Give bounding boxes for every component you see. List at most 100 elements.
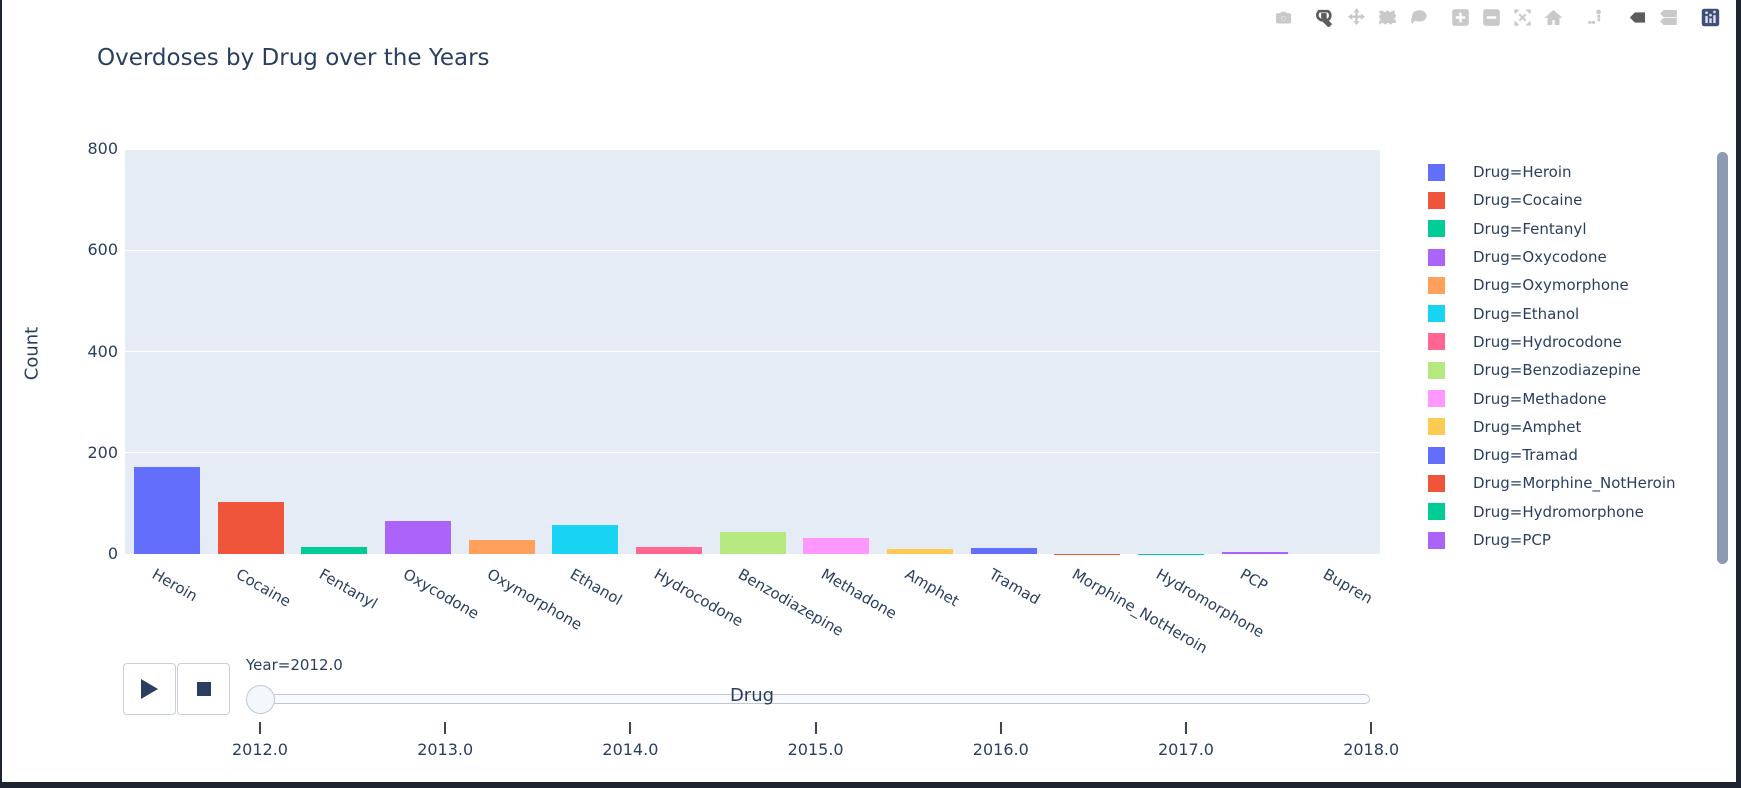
y-tick-label-200: 200	[87, 442, 118, 462]
window-edge-right	[1736, 0, 1741, 788]
plot-area[interactable]	[125, 148, 1380, 554]
y-tick-label-400: 400	[87, 341, 118, 361]
lasso-select-icon[interactable]	[1406, 5, 1430, 29]
chart-title: Overdoses by Drug over the Years	[97, 45, 490, 71]
y-axis-title: Count	[21, 326, 43, 381]
legend-swatch	[1428, 446, 1445, 464]
spike-lines-icon[interactable]	[1583, 5, 1607, 29]
legend-item-Oxycodone[interactable]: Drug=Oxycodone	[1428, 243, 1676, 271]
x-tick-label: Amphet	[901, 565, 962, 611]
plotly-logo-icon[interactable]	[1698, 5, 1722, 29]
window-edge-left	[0, 0, 2, 788]
legend-swatch	[1428, 305, 1445, 323]
x-tick-label: Tramad	[985, 565, 1043, 609]
hover-compare-icon[interactable]	[1656, 5, 1680, 29]
hover-closest-icon[interactable]	[1625, 5, 1649, 29]
bar-Heroin[interactable]	[133, 467, 200, 554]
pan-icon[interactable]	[1344, 5, 1368, 29]
bar-Benzodiazepine[interactable]	[719, 531, 786, 554]
y-tick-label-0: 0	[107, 544, 118, 563]
modebar	[1271, 5, 1729, 29]
legend-item-Hydrocodone[interactable]: Drug=Hydrocodone	[1428, 328, 1676, 356]
zoom-icon[interactable]	[1313, 5, 1337, 29]
legend-item-Morphine_NotHeroin[interactable]: Drug=Morphine_NotHeroin	[1428, 469, 1676, 497]
bar-Methadone[interactable]	[803, 538, 870, 554]
legend-label: Drug=Oxycodone	[1473, 248, 1607, 267]
x-tick-label: Fentanyl	[316, 565, 381, 613]
legend-label: Drug=Morphine_NotHeroin	[1473, 474, 1676, 493]
legend-item-Hydromorphone[interactable]: Drug=Hydromorphone	[1428, 498, 1676, 526]
bar-PCP[interactable]	[1221, 552, 1288, 554]
bar-Hydrocodone[interactable]	[635, 547, 702, 554]
legend-label: Drug=Methadone	[1473, 389, 1607, 408]
legend-item-Fentanyl[interactable]: Drug=Fentanyl	[1428, 215, 1676, 243]
autoscale-icon[interactable]	[1510, 5, 1534, 29]
home-icon[interactable]	[1541, 5, 1565, 29]
play-icon	[141, 679, 158, 699]
slider-tick-label-2014.0: 2014.0	[602, 740, 659, 759]
slider-tick-label-2012.0: 2012.0	[232, 740, 288, 759]
zoom-out-icon[interactable]	[1479, 5, 1503, 29]
legend-label: Drug=Benzodiazepine	[1473, 361, 1641, 380]
legend-swatch	[1428, 531, 1445, 549]
legend-swatch	[1428, 474, 1445, 492]
legend-swatch	[1428, 191, 1445, 209]
slider-tick-mark-2012.0	[259, 722, 261, 734]
stop-icon	[196, 682, 211, 696]
frame-label: Year=2012.0	[246, 656, 343, 674]
legend-label: Drug=Heroin	[1473, 163, 1572, 182]
slider-tick-label-2015.0: 2015.0	[787, 740, 844, 759]
bar-Ethanol[interactable]	[552, 525, 619, 554]
slider-handle[interactable]	[245, 685, 275, 714]
legend-item-Oxymorphone[interactable]: Drug=Oxymorphone	[1428, 271, 1676, 299]
camera-icon[interactable]	[1271, 5, 1295, 29]
legend-item-Benzodiazepine[interactable]: Drug=Benzodiazepine	[1428, 356, 1676, 384]
legend-label: Drug=Fentanyl	[1473, 219, 1587, 238]
legend-swatch	[1428, 390, 1445, 408]
box-select-icon[interactable]	[1375, 5, 1399, 29]
legend-item-Methadone[interactable]: Drug=Methadone	[1428, 384, 1676, 412]
bar-Morphine_NotHeroin[interactable]	[1054, 553, 1121, 554]
bar-Cocaine[interactable]	[217, 502, 284, 554]
bar-Amphet[interactable]	[886, 549, 953, 554]
gridline-y800	[125, 148, 1380, 150]
legend: Drug=Heroin Drug=Cocaine Drug=Fentanyl Drug…	[1428, 158, 1676, 554]
bar-Oxycodone[interactable]	[384, 520, 451, 554]
legend-item-Amphet[interactable]: Drug=Amphet	[1428, 413, 1676, 441]
legend-label: Drug=Hydromorphone	[1473, 502, 1644, 521]
legend-item-Tramad[interactable]: Drug=Tramad	[1428, 441, 1676, 469]
x-axis-title: Drug	[729, 685, 775, 706]
legend-item-PCP[interactable]: Drug=PCP	[1428, 526, 1676, 554]
gridline-y600	[125, 249, 1380, 251]
bar-Tramad[interactable]	[970, 547, 1037, 554]
slider-tick-label-2016.0: 2016.0	[972, 740, 1029, 759]
slider-tick-mark-2013.0	[444, 722, 447, 734]
stop-button[interactable]	[177, 663, 230, 715]
slider-tick-mark-2015.0	[814, 722, 817, 734]
bar-Fentanyl[interactable]	[301, 547, 368, 554]
slider-tick-mark-2017.0	[1185, 722, 1187, 734]
legend-swatch	[1428, 333, 1445, 351]
x-tick-label: Morphine_NotHeroin	[1069, 565, 1211, 658]
legend-label: Drug=Hydrocodone	[1473, 332, 1622, 351]
zoom-in-icon[interactable]	[1448, 5, 1472, 29]
legend-item-Heroin[interactable]: Drug=Heroin	[1428, 158, 1676, 186]
legend-label: Drug=PCP	[1473, 531, 1551, 549]
legend-item-Ethanol[interactable]: Drug=Ethanol	[1428, 299, 1676, 327]
legend-swatch	[1428, 163, 1445, 181]
legend-label: Drug=Ethanol	[1473, 304, 1580, 323]
play-button[interactable]	[123, 663, 176, 715]
x-tick-label: Ethanol	[567, 565, 626, 610]
scrollbar-thumb[interactable]	[1717, 152, 1728, 564]
window-edge-bottom	[0, 782, 1741, 788]
legend-swatch	[1428, 248, 1445, 266]
x-tick-label: Cocaine	[232, 565, 294, 611]
x-tick-label: Heroin	[148, 565, 201, 606]
legend-swatch	[1428, 503, 1445, 521]
bar-Hydromorphone[interactable]	[1137, 553, 1204, 554]
bar-Oxymorphone[interactable]	[468, 539, 535, 554]
legend-item-Cocaine[interactable]: Drug=Cocaine	[1428, 186, 1676, 214]
x-tick-label: Bupren	[1320, 565, 1376, 608]
legend-swatch	[1428, 361, 1445, 379]
